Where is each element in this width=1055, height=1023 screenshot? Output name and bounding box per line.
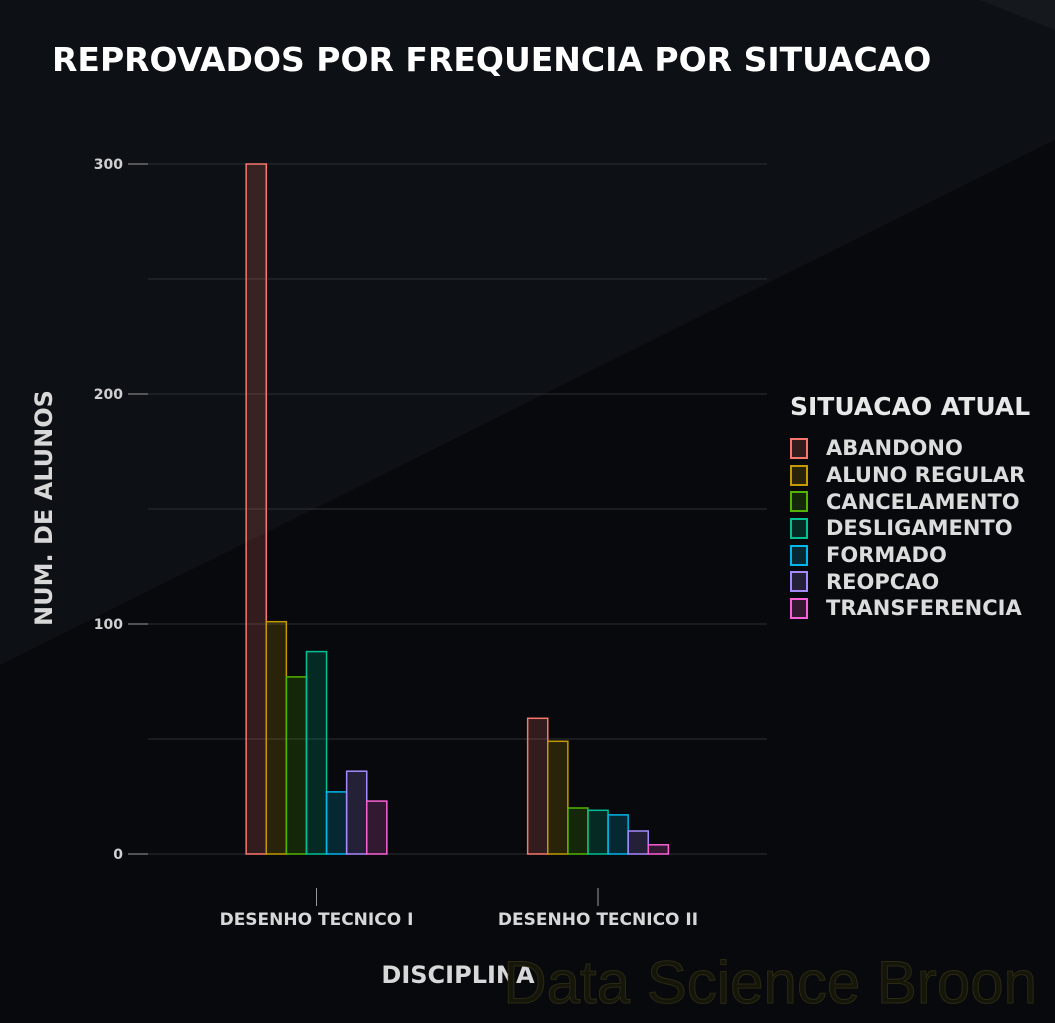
x-axis: DESENHO TECNICO I DESENHO TECNICO II: [220, 888, 698, 930]
x-tick-label: DESENHO TECNICO I: [220, 910, 414, 930]
background-diagonal-shade: [0, 0, 1055, 665]
legend-key-swatch: [790, 517, 808, 539]
legend-label: ABANDONO: [826, 436, 963, 461]
legend: SITUACAO ATUAL ABANDONO ALUNO REGULAR CANC…: [790, 392, 1030, 622]
bar: [345, 770, 368, 855]
y-axis-title: NUM. DE ALUNOS: [30, 390, 58, 626]
legend-label: TRANSFERENCIA: [826, 596, 1022, 621]
bar: [245, 163, 267, 855]
legend-item: ABANDONO: [790, 435, 1030, 462]
legend-key-swatch: [790, 491, 808, 513]
bars: [245, 163, 670, 855]
chart-title: REPROVADOS POR FREQUENCIA POR SITUACAO: [52, 40, 932, 79]
bar: [366, 800, 388, 855]
gridlines: [148, 163, 767, 855]
bar: [607, 814, 629, 855]
legend-key-swatch: [790, 437, 808, 459]
legend-label: REOPCAO: [826, 569, 940, 594]
y-tick-label: 100: [94, 617, 123, 633]
legend-item: ALUNO REGULAR: [790, 462, 1030, 489]
y-tick-label: 200: [94, 387, 123, 403]
bar: [587, 809, 609, 855]
legend-key-swatch: [790, 544, 808, 566]
y-tick-label: 300: [94, 157, 123, 173]
legend-label: CANCELAMENTO: [826, 489, 1020, 514]
background-corner-shade: [980, 0, 1055, 30]
legend-item: DESLIGAMENTO: [790, 515, 1030, 542]
legend-label: ALUNO REGULAR: [826, 463, 1026, 488]
legend-item: REOPCAO: [790, 568, 1030, 595]
bar: [627, 830, 650, 855]
legend-item: FORMADO: [790, 542, 1030, 569]
legend-title: SITUACAO ATUAL: [790, 392, 1031, 421]
bar: [526, 717, 549, 855]
legend-key-swatch: [790, 597, 808, 619]
bar: [265, 620, 288, 855]
legend-item: CANCELAMENTO: [790, 488, 1030, 515]
legend-label: FORMADO: [826, 543, 947, 568]
x-tick-label: DESENHO TECNICO II: [498, 910, 698, 930]
legend-items: ABANDONO ALUNO REGULAR CANCELAMENTO DESLIGA…: [790, 435, 1030, 622]
watermark: Data Science Broon: [503, 949, 1038, 1017]
bar: [285, 676, 308, 855]
bar: [305, 650, 328, 855]
legend-key-swatch: [790, 464, 808, 486]
legend-label: DESLIGAMENTO: [826, 516, 1013, 541]
legend-key-swatch: [790, 571, 808, 593]
bar: [567, 807, 589, 855]
y-axis: 0 100 200 300: [94, 157, 148, 863]
bar: [647, 844, 670, 855]
legend-item: TRANSFERENCIA: [790, 595, 1030, 622]
y-tick-label: 0: [113, 847, 123, 863]
bar: [325, 791, 348, 855]
x-axis-title: DISCIPLINA: [381, 961, 535, 989]
bar: [547, 740, 569, 855]
